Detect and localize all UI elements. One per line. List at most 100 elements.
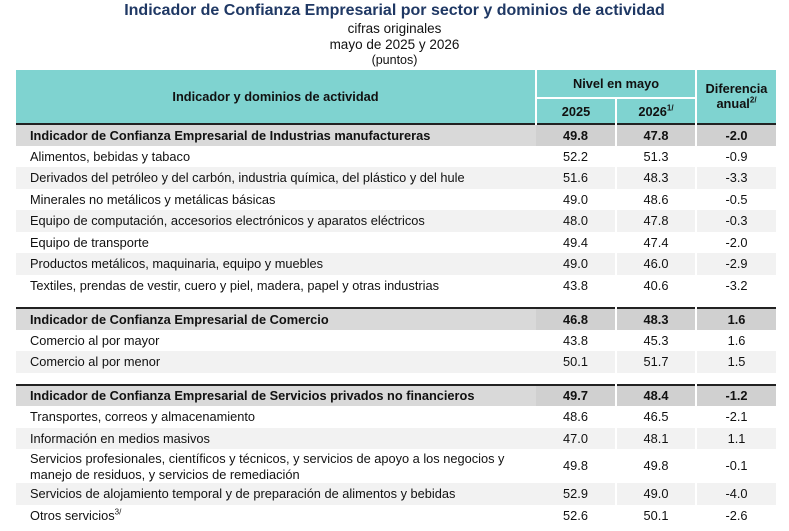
row-diff: -0.9: [696, 145, 776, 167]
row-value-2025: 49.0: [536, 253, 617, 275]
row-value-2025: 49.8: [536, 449, 617, 483]
section-value-2026: 47.8: [616, 123, 697, 146]
row-value-2026: 48.1: [616, 427, 697, 449]
row-diff: -2.9: [696, 253, 776, 275]
header-diferencia-note: 2/: [749, 95, 757, 105]
header-year-2026-label: 2026: [638, 103, 667, 119]
row-name-text: Textiles, prendas de vestir, cuero y pie…: [30, 277, 439, 293]
row-value-2025: 49.4: [536, 231, 617, 253]
row-name-text: Productos metálicos, maquinaria, equipo …: [30, 256, 324, 272]
section-row: Indicador de Confianza Empresarial de Se…: [16, 383, 776, 406]
row-name: Textiles, prendas de vestir, cuero y pie…: [16, 274, 536, 296]
row-value-2026: 46.5: [616, 406, 697, 428]
section-value-2025: 46.8: [536, 307, 617, 330]
row-name: Productos metálicos, maquinaria, equipo …: [16, 253, 536, 275]
page-title: Indicador de Confianza Empresarial por s…: [124, 2, 665, 19]
table-row: Servicios profesionales, científicos y t…: [16, 449, 776, 483]
row-value-2025: 43.8: [536, 329, 617, 351]
row-value-2025: 52.6: [536, 504, 617, 526]
row-value-2025: 43.8: [536, 274, 617, 296]
row-name: Derivados del petróleo y del carbón, ind…: [16, 167, 536, 189]
row-value-2026: 47.8: [616, 210, 697, 232]
row-name: Otros servicios3/: [16, 504, 536, 526]
row-diff: -2.1: [696, 406, 776, 428]
header-year-2025: 2025: [536, 98, 617, 124]
row-value-2025: 48.0: [536, 210, 617, 232]
section-name: Indicador de Confianza Empresarial de In…: [16, 123, 536, 146]
table-row: Productos metálicos, maquinaria, equipo …: [16, 253, 776, 275]
row-diff: -2.0: [696, 231, 776, 253]
row-diff: 1.6: [696, 329, 776, 351]
row-diff: -0.3: [696, 210, 776, 232]
section-row: Indicador de Confianza Empresarial de Co…: [16, 307, 776, 330]
header-indicator: Indicador y dominios de actividad: [16, 70, 537, 124]
row-name-text: Servicios profesionales, científicos y t…: [30, 451, 505, 482]
row-value-2026: 45.3: [616, 329, 697, 351]
table-row: Transportes, correos y almacenamiento 48.…: [16, 406, 776, 428]
table-row: Derivados del petróleo y del carbón, ind…: [16, 167, 776, 189]
section-diff: -1.2: [696, 383, 776, 406]
row-diff: 1.1: [696, 427, 776, 449]
row-value-2026: 40.6: [616, 274, 697, 296]
confidence-table: Indicador y dominios de actividad Nivel …: [16, 70, 776, 526]
row-name: Comercio al por menor: [16, 351, 536, 373]
row-value-2026: 47.4: [616, 231, 697, 253]
table-row: Minerales no metálicos y metálicas básic…: [16, 188, 776, 210]
section-value-2026: 48.4: [616, 383, 697, 406]
row-name: Transportes, correos y almacenamiento: [16, 406, 536, 428]
spacer-cell: [16, 372, 776, 385]
row-diff: -3.2: [696, 274, 776, 296]
row-diff: -2.6: [696, 504, 776, 526]
row-name: Comercio al por mayor: [16, 329, 536, 351]
row-value-2026: 50.1: [616, 504, 697, 526]
row-name-text: Equipo de computación, accesorios electr…: [30, 213, 425, 229]
row-name: Información en medios masivos: [16, 427, 536, 449]
section-value-2026: 48.3: [616, 307, 697, 330]
subtitle-cifras: cifras originales: [347, 21, 442, 36]
row-value-2025: 48.6: [536, 406, 617, 428]
subtitle-period: mayo de 2025 y 2026: [329, 37, 460, 52]
table-row: Alimentos, bebidas y tabaco 52.2 51.3 -0.9: [16, 145, 776, 167]
section-value-2025: 49.7: [536, 383, 617, 406]
row-name-text: Alimentos, bebidas y tabaco: [30, 148, 191, 164]
header-nivel-mayo: Nivel en mayo: [536, 70, 697, 99]
table-row: Servicios de alojamiento temporal y de p…: [16, 483, 776, 505]
row-value-2025: 50.1: [536, 351, 617, 373]
row-name-text: Derivados del petróleo y del carbón, ind…: [30, 170, 465, 186]
row-name: Equipo de transporte: [16, 231, 536, 253]
row-value-2025: 47.0: [536, 427, 617, 449]
row-diff: -0.5: [696, 188, 776, 210]
section-row: Indicador de Confianza Empresarial de In…: [16, 123, 776, 146]
header-year-2026: 20261/: [616, 98, 697, 124]
header-diferencia: Diferencia anual2/: [696, 70, 776, 124]
row-diff: -3.3: [696, 167, 776, 189]
row-value-2026: 51.3: [616, 145, 697, 167]
row-value-2025: 49.0: [536, 188, 617, 210]
table-body: Indicador de Confianza Empresarial de In…: [16, 123, 776, 526]
row-name: Equipo de computación, accesorios electr…: [16, 210, 536, 232]
row-name-text: Minerales no metálicos y metálicas básic…: [30, 191, 276, 207]
row-name: Servicios profesionales, científicos y t…: [16, 449, 536, 483]
section-name: Indicador de Confianza Empresarial de Se…: [16, 383, 536, 406]
section-diff: -2.0: [696, 123, 776, 146]
table-row: Equipo de transporte 49.4 47.4 -2.0: [16, 231, 776, 253]
row-value-2026: 49.0: [616, 483, 697, 505]
row-name-text: Transportes, correos y almacenamiento: [30, 409, 255, 425]
row-name: Minerales no metálicos y metálicas básic…: [16, 188, 536, 210]
row-name-note: 3/: [114, 507, 122, 517]
row-name: Alimentos, bebidas y tabaco: [16, 145, 536, 167]
table-row: Textiles, prendas de vestir, cuero y pie…: [16, 274, 776, 296]
table-row: Otros servicios3/52.6 50.1 -2.6: [16, 504, 776, 526]
row-value-2026: 49.8: [616, 449, 697, 483]
section-diff: 1.6: [696, 307, 776, 330]
row-value-2026: 48.6: [616, 188, 697, 210]
table-row: Equipo de computación, accesorios electr…: [16, 210, 776, 232]
section-value-2025: 49.8: [536, 123, 617, 146]
row-name-text: Equipo de transporte: [30, 234, 149, 250]
section-spacer: [16, 296, 776, 308]
spacer-cell: [16, 296, 776, 308]
subtitle-units: (puntos): [371, 53, 418, 67]
header-diferencia-line2: anual: [716, 95, 750, 111]
row-diff: -4.0: [696, 483, 776, 505]
row-diff: -0.1: [696, 449, 776, 483]
